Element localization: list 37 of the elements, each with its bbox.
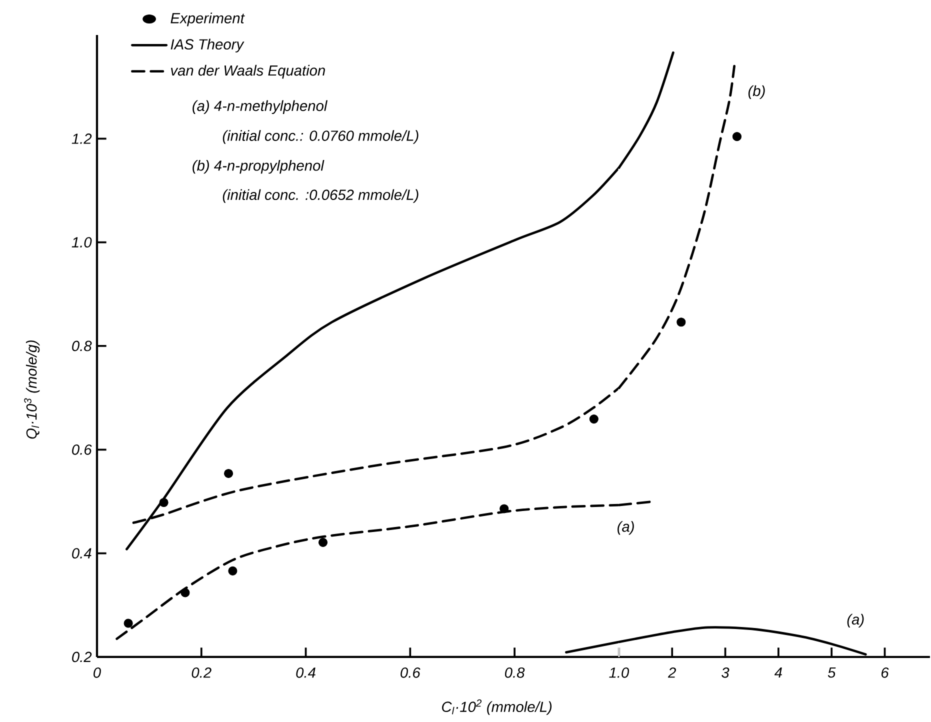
annotation: (initial conc. :0.0652 mmole/L) (222, 189, 418, 203)
annotation: (a) (847, 614, 864, 628)
point (180, 588, 190, 598)
point (224, 468, 234, 478)
legend-label: van der Waals Equation (171, 64, 325, 79)
y-tick-label: 0.8 (72, 340, 92, 352)
point (589, 414, 598, 424)
x-tick-label: 0.8 (505, 667, 525, 678)
x-tick-label: 0.4 (296, 667, 316, 678)
y-tick-label: 1.2 (72, 134, 92, 144)
x-tick-label: 3 (722, 667, 730, 678)
y-tick-label: 0.2 (72, 652, 92, 662)
x-tick-label: 0.2 (192, 667, 212, 678)
x-tick-label: 2 (668, 667, 676, 678)
y-tick-label: 0.6 (72, 444, 92, 455)
legend-label: Experiment (170, 12, 245, 26)
point (159, 498, 168, 508)
y-tick-label: 1.0 (72, 237, 92, 248)
point (500, 504, 509, 514)
annotation: (initial conc.: 0.0760 mmole/L) (222, 130, 418, 144)
annotation: (b) (748, 85, 765, 100)
point (228, 566, 238, 576)
point (124, 618, 133, 628)
x-tick-label: 0 (94, 667, 101, 678)
annotation: (a) 4-n-methylphenol (192, 100, 328, 114)
y-tick-label: 0.4 (72, 548, 92, 559)
annotation: (a) (618, 521, 634, 535)
x-tick-label: 4 (774, 667, 782, 678)
annotation: (b) 4-n-propylphenol (192, 160, 324, 174)
x-tick-label: 5 (828, 667, 836, 678)
x-tick-label: 1.0 (609, 667, 630, 678)
x-tick-label: 0.6 (400, 667, 420, 678)
y-axis-title: Q$_{l}$·10$^{3}$ (mole/g) (24, 340, 40, 439)
legend-label: IAS Theory (170, 38, 244, 52)
x-tick-label: 6 (881, 667, 889, 678)
x-axis-title: C$_{l}$·10$^{2}$ (mmole/L) (442, 699, 552, 715)
point (318, 538, 328, 547)
